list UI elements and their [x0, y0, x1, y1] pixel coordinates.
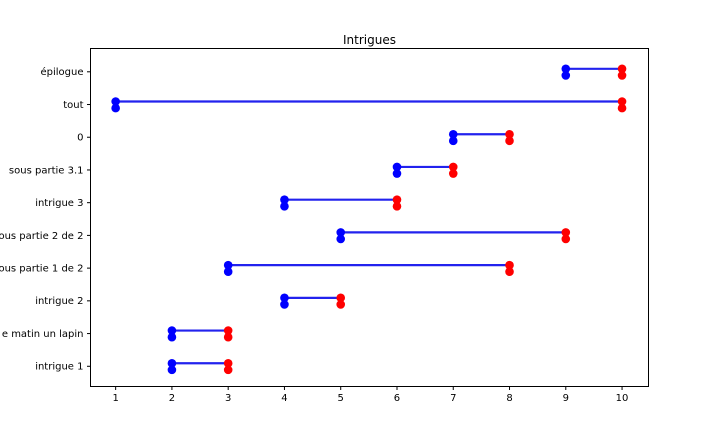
- segment-start-dot: [280, 300, 289, 309]
- y-tick-label: sous partie 3.1: [9, 165, 84, 176]
- segment-end-dot: [505, 129, 514, 139]
- x-tick-label: 5: [338, 393, 344, 404]
- y-tick-label: tout: [63, 100, 83, 111]
- y-tick-label: intrigue 2: [35, 296, 83, 307]
- segment-end-dot: [561, 228, 571, 237]
- segment-end-dot: [223, 365, 233, 375]
- segment-end-dot: [448, 162, 458, 172]
- segment-start-dot: [280, 195, 289, 204]
- segment-end-dot: [505, 260, 514, 270]
- segment-row: tout: [63, 97, 627, 113]
- segment-row: intrigue 2: [35, 293, 346, 309]
- segment-row: intrigue 3: [35, 195, 402, 211]
- segment-end-dot: [617, 97, 627, 106]
- segment-end-dot: [617, 103, 627, 113]
- x-tick-label: 7: [450, 393, 456, 404]
- segment-start-dot: [392, 169, 402, 178]
- y-tick-label: e matin un lapin: [2, 329, 84, 340]
- segment-row: épilogue: [40, 64, 627, 80]
- x-tick-label: 2: [169, 393, 175, 404]
- y-tick-label: ous partie 2 de 2: [0, 231, 84, 242]
- chart-title: Intrigues: [343, 33, 396, 47]
- segment-start-dot: [561, 64, 571, 74]
- segment-end-dot: [561, 234, 571, 244]
- segment-start-dot: [561, 71, 571, 80]
- segment-start-dot: [111, 97, 120, 106]
- segment-end-dot: [617, 64, 627, 74]
- segment-start-dot: [280, 201, 289, 211]
- x-tick-label: 9: [563, 393, 569, 404]
- segment-start-dot: [167, 365, 177, 375]
- segment-start-dot: [280, 293, 289, 303]
- segment-start-dot: [392, 162, 402, 172]
- segment-start-dot: [448, 129, 458, 139]
- segment-end-dot: [336, 300, 346, 309]
- segment-start-dot: [448, 136, 458, 146]
- segment-start-dot: [336, 234, 346, 244]
- segment-start-dot: [223, 260, 233, 270]
- segment-end-dot: [505, 267, 514, 277]
- segment-start-dot: [223, 267, 233, 277]
- plot-border: [90, 48, 649, 387]
- x-tick-label: 4: [281, 393, 287, 404]
- x-tick-label: 1: [112, 393, 118, 404]
- segment-start-dot: [111, 103, 120, 113]
- y-tick-label: épilogue: [40, 66, 83, 78]
- segment-end-dot: [223, 358, 233, 368]
- segment-start-dot: [167, 358, 177, 368]
- segment-end-dot: [448, 169, 458, 178]
- segment-row: sous partie 3.1: [9, 162, 458, 178]
- x-tick-label: 8: [506, 393, 512, 404]
- x-tick-label: 6: [394, 393, 400, 404]
- x-tick-label: 10: [616, 393, 629, 404]
- segment-row: e matin un lapin: [2, 326, 233, 342]
- segment-start-dot: [336, 228, 346, 237]
- segment-end-dot: [392, 195, 402, 204]
- segment-row: intrigue 1: [35, 358, 233, 375]
- segment-start-dot: [167, 326, 177, 335]
- x-tick-label: 3: [225, 393, 231, 404]
- segment-end-dot: [392, 201, 402, 211]
- segment-end-dot: [223, 326, 233, 335]
- segment-row: ous partie 2 de 2: [0, 228, 571, 244]
- segment-start-dot: [167, 332, 177, 342]
- y-tick-label: intrigue 3: [35, 198, 83, 209]
- segment-row: ous partie 1 de 2: [0, 260, 514, 277]
- y-tick-label: ous partie 1 de 2: [0, 264, 84, 275]
- segment-end-dot: [617, 71, 627, 80]
- segment-end-dot: [505, 136, 514, 146]
- segment-row: 0: [77, 129, 514, 146]
- y-tick-label: intrigue 1: [35, 362, 83, 373]
- segment-end-dot: [223, 332, 233, 342]
- segment-end-dot: [336, 293, 346, 303]
- x-axis: 1 2 3 4 5 6 7 8 9 10: [112, 386, 629, 404]
- y-tick-label: 0: [77, 133, 83, 144]
